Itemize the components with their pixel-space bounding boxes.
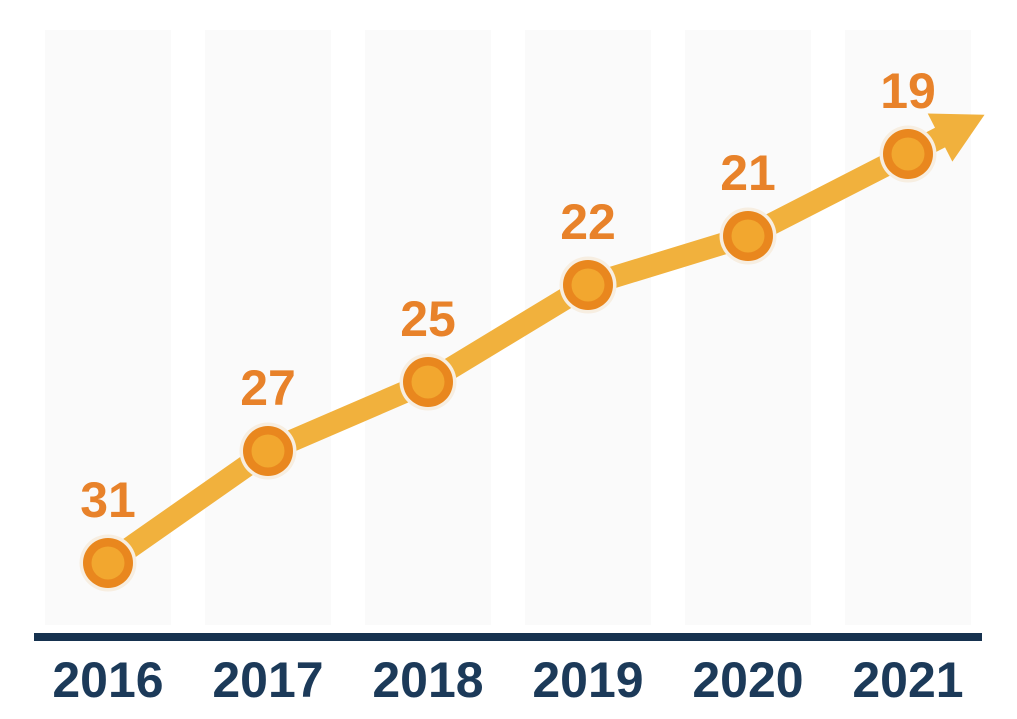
marker-center <box>891 137 925 171</box>
arrowhead-icon <box>927 113 985 162</box>
value-label: 25 <box>400 291 456 347</box>
year-band <box>525 30 651 625</box>
year-band <box>685 30 811 625</box>
data-point-marker <box>239 422 297 480</box>
value-labels: 31 27 25 22 21 19 <box>80 63 936 528</box>
marker-center <box>251 434 285 468</box>
x-axis-tick-label: 2020 <box>692 652 803 708</box>
x-axis-tick-label: 2019 <box>532 652 643 708</box>
year-band <box>365 30 491 625</box>
data-point-marker <box>719 207 777 265</box>
x-axis-tick-label: 2017 <box>212 652 323 708</box>
data-point-marker <box>79 534 137 592</box>
marker-center <box>411 365 445 399</box>
x-axis-line <box>34 633 982 641</box>
x-axis-tick-label: 2018 <box>372 652 483 708</box>
value-label: 21 <box>720 145 776 201</box>
data-point-marker <box>559 256 617 314</box>
background-bands <box>45 30 971 625</box>
x-axis-tick-label: 2021 <box>852 652 963 708</box>
year-band <box>205 30 331 625</box>
marker-center <box>91 546 125 580</box>
data-point-marker <box>879 125 937 183</box>
x-axis-tick-label: 2016 <box>52 652 163 708</box>
data-point-marker <box>399 353 457 411</box>
value-label: 19 <box>880 63 936 119</box>
x-axis-labels: 2016 2017 2018 2019 2020 2021 <box>52 652 963 708</box>
x-axis <box>34 633 982 641</box>
value-label: 31 <box>80 472 136 528</box>
arrowhead-shape <box>927 113 985 162</box>
marker-center <box>571 268 605 302</box>
value-label: 22 <box>560 194 616 250</box>
data-point-markers <box>79 125 937 592</box>
value-label: 27 <box>240 360 296 416</box>
marker-center <box>731 219 765 253</box>
